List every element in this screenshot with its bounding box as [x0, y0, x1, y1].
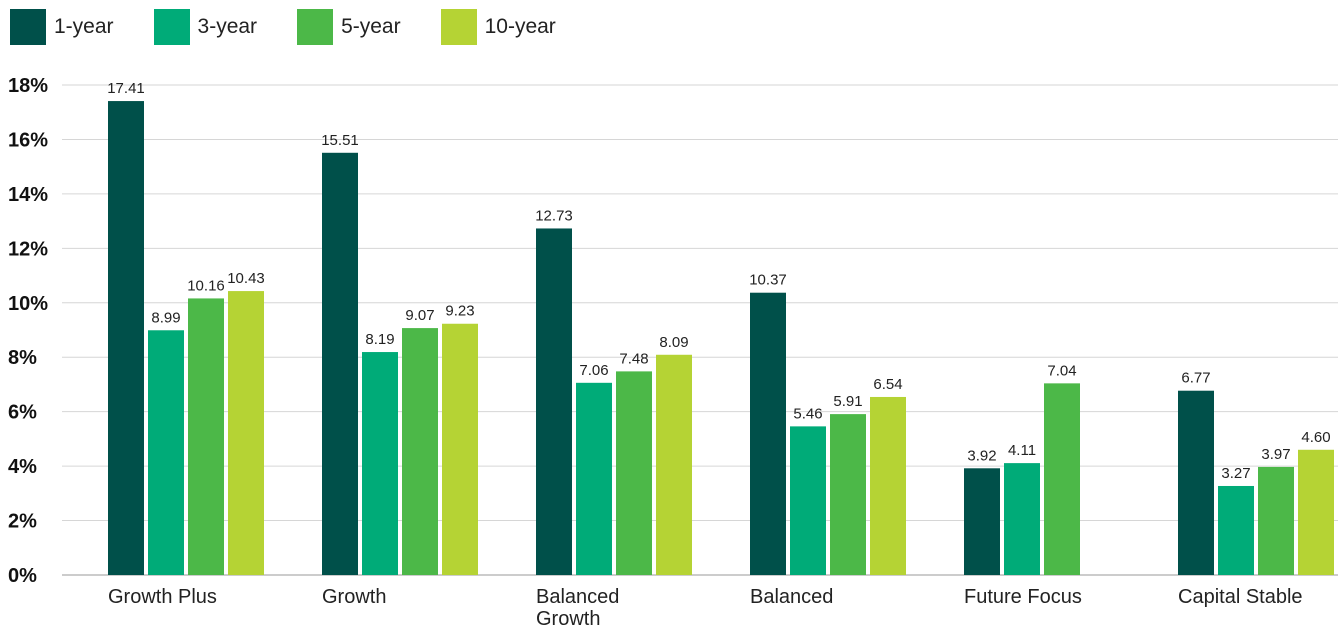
data-label: 7.06: [579, 362, 608, 379]
bar-5-year: [188, 298, 224, 575]
data-label: 10.43: [227, 270, 265, 287]
y-tick-label: 6%: [8, 402, 37, 424]
data-label: 9.07: [405, 307, 434, 324]
bar-10-year: [442, 323, 478, 575]
data-label: 5.46: [793, 405, 822, 422]
data-label: 9.23: [445, 303, 474, 320]
data-label: 3.97: [1261, 446, 1290, 463]
y-tick-label: 12%: [8, 238, 48, 260]
data-label: 17.41: [107, 80, 145, 97]
y-tick-label: 8%: [8, 347, 37, 369]
x-tick-label: Growth: [322, 586, 386, 608]
y-tick-label: 0%: [8, 565, 37, 587]
bar-3-year: [1218, 485, 1254, 575]
x-tick-label: Growth: [536, 608, 600, 626]
x-tick-label: Balanced: [536, 586, 619, 608]
data-label: 8.19: [365, 331, 394, 348]
legend-label: 10-year: [484, 15, 556, 38]
y-tick-label: 2%: [8, 511, 37, 533]
legend-swatch: [440, 9, 477, 45]
bar-5-year: [402, 328, 438, 575]
legend-item-10-year: 10-year: [440, 9, 556, 45]
data-label: 4.60: [1301, 429, 1330, 446]
data-label: 15.51: [321, 132, 359, 149]
data-label: 10.37: [749, 272, 787, 289]
bar-3-year: [576, 382, 612, 575]
bar-3-year: [148, 330, 184, 575]
bar-1-year: [108, 101, 144, 576]
bar-10-year: [1298, 449, 1334, 575]
y-tick-label: 16%: [8, 129, 48, 151]
bar-5-year: [1044, 383, 1080, 575]
bar-5-year: [1258, 466, 1294, 575]
data-label: 10.16: [187, 277, 225, 294]
bar-10-year: [228, 291, 264, 575]
y-tick-label: 10%: [8, 293, 48, 315]
legend-item-1-year: 1-year: [10, 9, 114, 45]
x-tick-label: Growth Plus: [108, 586, 217, 608]
bar-5-year: [830, 414, 866, 575]
legend-swatch: [297, 9, 334, 45]
bar-5-year: [616, 371, 652, 575]
bar-1-year: [536, 228, 572, 575]
data-label: 8.09: [659, 334, 688, 351]
legend: 1-year 3-year 5-year 10-year: [10, 8, 596, 46]
bar-1-year: [1178, 390, 1214, 575]
legend-label: 5-year: [341, 15, 401, 38]
data-label: 4.11: [1008, 442, 1036, 459]
y-tick-label: 14%: [8, 184, 48, 206]
y-tick-label: 18%: [8, 75, 48, 97]
data-label: 3.27: [1221, 465, 1250, 482]
data-label: 7.04: [1047, 362, 1076, 379]
data-label: 3.92: [967, 447, 996, 464]
bar-10-year: [870, 396, 906, 575]
legend-item-3-year: 3-year: [153, 9, 258, 45]
bar-1-year: [750, 292, 786, 575]
data-label: 5.91: [833, 393, 862, 410]
bar-10-year: [656, 354, 692, 575]
legend-swatch: [10, 9, 46, 45]
data-label: 6.77: [1181, 370, 1210, 387]
bar-3-year: [1004, 463, 1040, 575]
bar-1-year: [322, 152, 358, 576]
legend-swatch: [153, 9, 190, 45]
bar-1-year: [964, 468, 1000, 575]
legend-label: 1-year: [54, 15, 114, 38]
data-label: 12.73: [535, 207, 573, 224]
legend-label: 3-year: [197, 15, 258, 38]
data-label: 7.48: [619, 350, 648, 367]
bar-3-year: [362, 352, 398, 575]
x-tick-label: Future Focus: [964, 586, 1082, 608]
x-tick-label: Capital Stable: [1178, 586, 1303, 608]
legend-item-5-year: 5-year: [297, 9, 401, 45]
bar-3-year: [790, 426, 826, 575]
y-tick-label: 4%: [8, 456, 37, 478]
data-label: 6.54: [873, 376, 902, 393]
data-label: 8.99: [151, 309, 180, 326]
x-tick-label: Balanced: [750, 586, 833, 608]
